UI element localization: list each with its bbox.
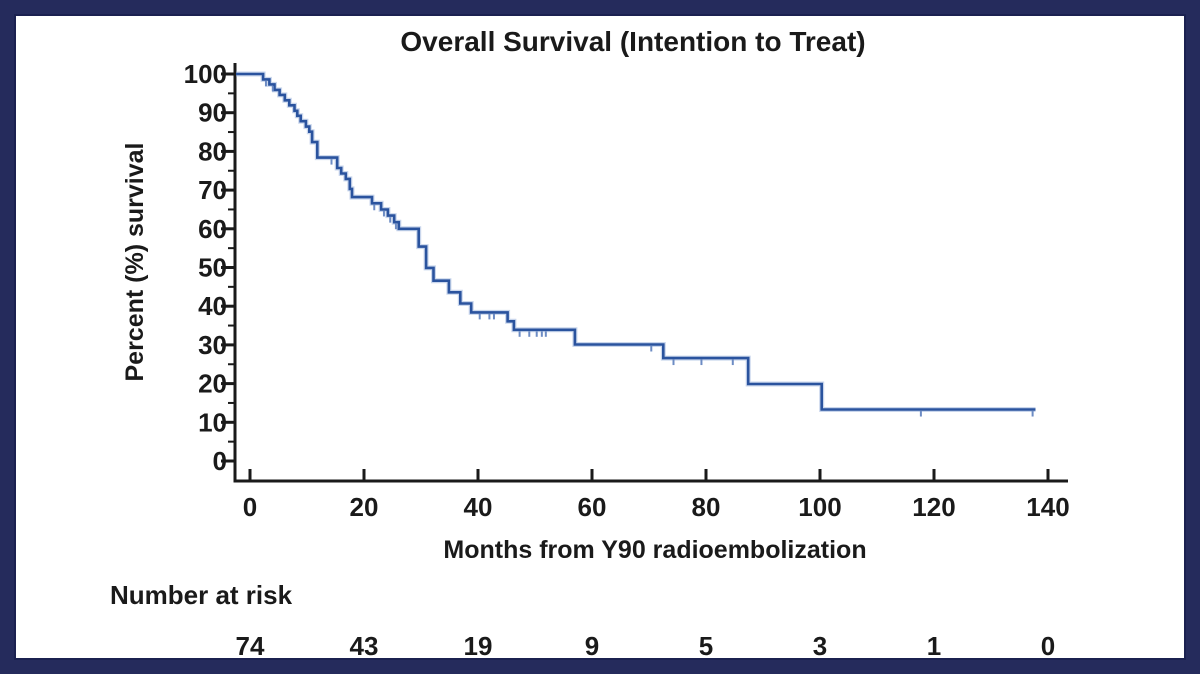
x-tick-label: 80 [692,492,721,522]
risk-count: 74 [236,631,265,660]
risk-count: 1 [927,631,941,660]
y-tick-label: 0 [213,446,227,476]
risk-count: 5 [699,631,713,660]
chart-title: Overall Survival (Intention to Treat) [400,26,865,57]
risk-count: 3 [813,631,827,660]
risk-count: 43 [350,631,379,660]
risk-count: 0 [1041,631,1055,660]
y-tick-label: 40 [198,291,227,321]
y-tick-label: 90 [198,98,227,128]
x-tick-label: 0 [243,492,257,522]
x-tick-label: 100 [798,492,841,522]
y-axis-label: Percent (%) survival [121,143,149,382]
survival-curve-group [236,71,1036,417]
y-tick-label: 80 [198,136,227,166]
x-tick-label: 120 [912,492,955,522]
y-tick-label: 50 [198,253,227,283]
x-tick-label: 140 [1026,492,1069,522]
x-tick-label: 20 [350,492,379,522]
number-at-risk-label: Number at risk [110,580,293,610]
y-tick-label: 20 [198,369,227,399]
y-tick-label: 10 [198,407,227,437]
survival-curve [236,72,1036,411]
y-tick-label: 70 [198,175,227,205]
y-tick-label: 30 [198,330,227,360]
km-survival-plot: Overall Survival (Intention to Treat) Mo… [110,26,1070,660]
survival-curve-halo [236,71,1036,412]
number-at-risk-row: 74 43 19 9 5 3 1 0 [236,631,1056,660]
risk-count: 19 [464,631,493,660]
y-tick-label: 100 [184,59,227,89]
axes: 0 20 40 60 80 100 120 140 0 10 20 30 40 50 60 70 80 90 100 [184,59,1070,522]
x-axis-label: Months from Y90 radioembolization [443,536,866,564]
x-tick-label: 60 [578,492,607,522]
x-tick-label: 40 [464,492,493,522]
y-tick-label: 60 [198,214,227,244]
risk-count: 9 [585,631,599,660]
